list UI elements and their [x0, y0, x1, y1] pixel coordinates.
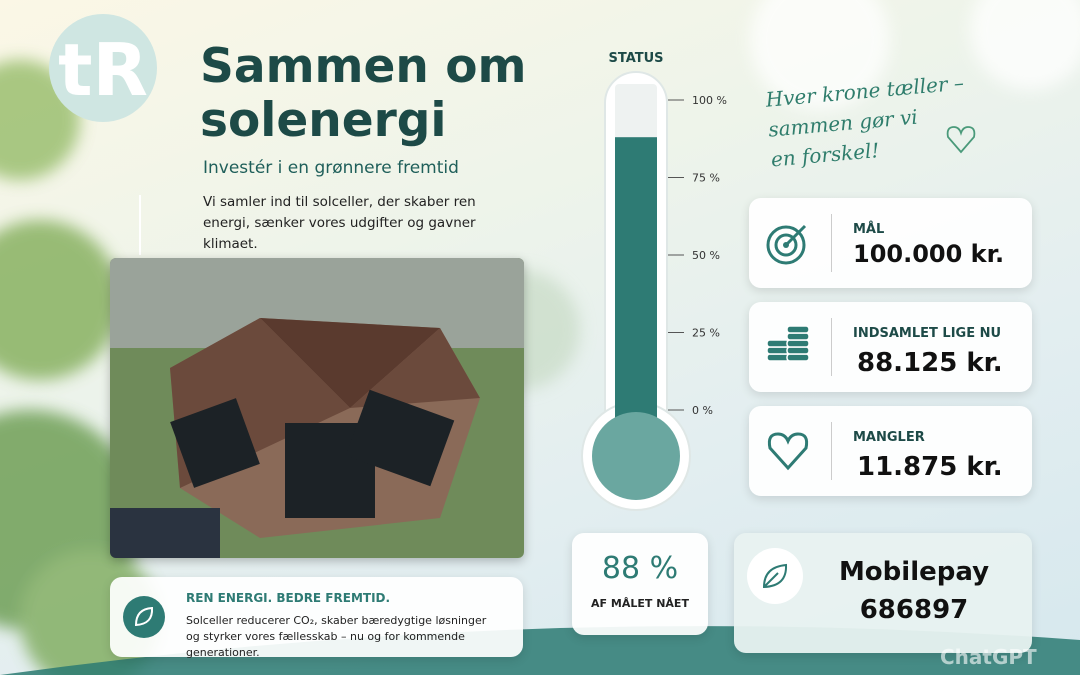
- info-box: REN ENERGI. BEDRE FREMTID. Solceller red…: [110, 577, 523, 659]
- payment-number: 686897: [859, 595, 969, 625]
- title-line: solenergi: [200, 93, 447, 148]
- tick-label: 100 %: [692, 94, 727, 107]
- info-line: og styrker vores fællesskab – nu og for …: [186, 630, 465, 659]
- leaf-icon: [123, 596, 165, 638]
- card-value: 100.000 kr.: [853, 240, 1005, 268]
- slogan: Hver krone tæller – sammen gør vi en for…: [764, 68, 970, 175]
- info-line: Solceller reducerer CO₂, skaber bæredygt…: [186, 614, 487, 627]
- bulb: [592, 412, 680, 500]
- thermometer-title: STATUS: [608, 51, 663, 66]
- card-label: MANGLER: [853, 430, 925, 445]
- card-label: INDSAMLET LIGE NU: [853, 326, 1002, 341]
- card-value: 11.875 kr.: [857, 452, 1003, 482]
- heart-doodle: [946, 126, 976, 154]
- leaf-icon: [747, 548, 803, 604]
- body-text: Vi samler ind til solceller, der skaber …: [203, 194, 476, 252]
- title-line: Sammen om: [200, 39, 527, 94]
- svg-text:tR: tR: [58, 28, 148, 112]
- thermometer: STATUS 0 % 25 % 50 % 75 % 100 %: [581, 51, 727, 511]
- missing-card: MANGLER 11.875 kr.: [749, 406, 1032, 496]
- watermark: ChatGPT: [940, 645, 1037, 669]
- target-icon: [766, 224, 807, 265]
- fill-bar: [615, 137, 657, 440]
- tick-label: 0 %: [692, 404, 713, 417]
- payment-box: Mobilepay 686897: [734, 533, 1032, 653]
- heart-icon: [767, 432, 809, 471]
- goal-card: MÅL 100.000 kr.: [749, 198, 1032, 288]
- progress-caption: AF MÅLET NÅET: [591, 597, 689, 610]
- card-value: 88.125 kr.: [857, 348, 1003, 378]
- card-label: MÅL: [853, 222, 885, 237]
- info-title: REN ENERGI. BEDRE FREMTID.: [186, 591, 391, 605]
- progress-value: 88 %: [601, 551, 679, 586]
- collected-card: INDSAMLET LIGE NU 88.125 kr.: [749, 302, 1032, 392]
- tick-label: 25 %: [692, 327, 720, 340]
- coins-icon: [766, 325, 810, 362]
- photo: [110, 258, 524, 558]
- subtitle: Investér i en grønnere fremtid: [203, 158, 459, 178]
- tick-label: 50 %: [692, 249, 720, 262]
- tick-label: 75 %: [692, 172, 720, 185]
- title: Sammen om solenergi: [200, 40, 526, 148]
- progress-box: 88 % AF MÅLET NÅET: [572, 533, 708, 635]
- payment-name: Mobilepay: [838, 557, 990, 587]
